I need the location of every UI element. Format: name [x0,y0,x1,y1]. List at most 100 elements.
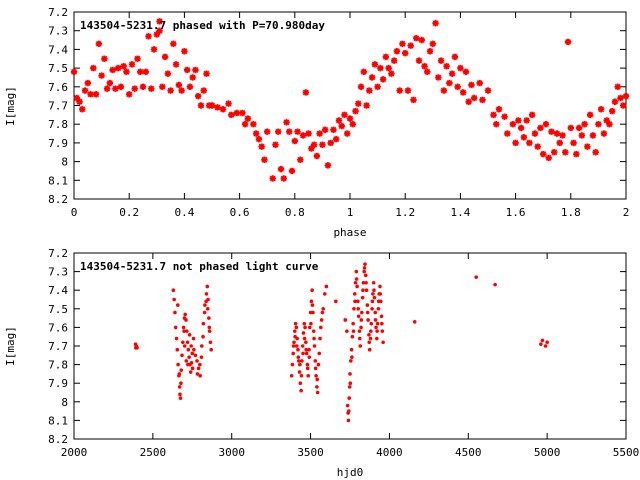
unphased-data-point [359,325,363,330]
unphased-data-point [360,295,365,300]
unphased-data-point [367,340,372,345]
unphased-data-point [378,284,382,289]
unphased-data-point [291,351,296,356]
phased-data-point [421,63,428,70]
phased-data-point [542,121,550,128]
phased-data-point [233,109,241,117]
phased-data-point [584,143,591,150]
unphased-data-point [367,347,372,352]
phased-plot-ylabel: I[mag] [4,86,17,126]
unphased-xtick-label: 5500 [613,446,640,459]
phased-data-point [377,64,384,72]
phased-data-point [87,91,94,98]
phased-data-point [415,57,423,64]
phased-plot-ticks: 0 0.2 0.4 0.6 0.8 1 1.2 1.4 1.6 1.8 2 7.2 7.3 7.4 7.5 7… [48,6,629,219]
phased-data-point [90,64,97,72]
phased-data-point [429,40,436,47]
phased-plot-points [70,18,630,182]
phased-data-point [261,156,268,163]
phased-ytick-label: 7.8 [48,118,68,131]
phased-data-point [302,89,310,96]
unphased-data-point [545,340,549,345]
phased-plot: 0 0.2 0.4 0.6 0.8 1 1.2 1.4 1.6 1.8 2 7.2 7.3 7.4 7.5 7… [4,6,629,239]
unphased-data-point [293,334,297,339]
unphased-data-point [372,288,376,293]
unphased-data-point [307,355,312,359]
unphased-data-point [209,347,214,352]
unphased-ytick-label: 7.8 [48,359,68,372]
unphased-data-point [292,340,296,345]
unphased-data-point [345,329,349,333]
unphased-data-point [539,342,543,346]
unphased-data-point [290,362,295,367]
phased-ytick-label: 7.4 [48,43,68,56]
unphased-data-point [311,310,315,315]
unphased-data-point [316,362,321,367]
phased-data-point [357,83,365,90]
unphased-data-point [355,284,359,289]
phased-data-point [170,40,177,47]
phased-data-point [374,83,381,90]
phased-data-point [567,124,574,132]
unphased-data-point [172,297,176,302]
unphased-data-point [201,334,205,339]
unphased-data-point [205,307,210,311]
unphased-data-point [173,325,178,330]
unphased-xtick-label: 5000 [534,446,561,459]
phased-data-point [484,87,492,94]
phased-data-point [556,139,563,147]
phased-data-point [103,85,111,92]
unphased-data-point [356,314,361,319]
phased-data-point [451,53,459,61]
phased-data-point [462,68,470,76]
phased-data-point [200,87,207,94]
phased-data-point [181,48,188,55]
unphased-data-point [174,336,179,341]
unphased-data-point [192,347,196,352]
phased-data-point [545,154,552,162]
phased-data-point [597,106,605,113]
unphased-data-point [362,266,367,270]
phased-data-point [172,61,180,68]
phased-data-point [454,83,461,90]
phased-data-point [283,119,290,126]
phased-data-point [534,143,541,150]
unphased-ytick-label: 7.6 [48,321,68,334]
phased-xtick-label: 1.6 [506,206,526,219]
unphased-data-point [349,347,354,352]
phased-data-point [620,102,627,109]
phased-data-point [407,42,414,49]
unphased-data-point [304,347,308,352]
phased-data-point [390,57,398,64]
unphased-data-point [360,310,364,315]
phased-data-point [592,149,599,156]
unphased-data-point [315,390,320,395]
phased-data-point [313,152,321,160]
unphased-data-point [348,381,353,386]
phased-data-point [611,98,619,105]
phased-data-point [551,149,558,156]
unphased-data-point [379,314,384,319]
phased-data-point [495,106,503,113]
unphased-data-point [351,321,355,326]
unphased-data-point [300,359,304,363]
phased-data-point [148,85,155,92]
unphased-data-point [201,321,206,326]
unphased-data-point [189,360,194,365]
phased-data-point [203,70,210,77]
unphased-data-point [305,362,310,367]
phased-data-point [286,128,293,135]
unphased-data-point [309,321,313,326]
unphased-data-point [293,329,297,333]
unphased-data-point [187,355,191,359]
unphased-data-point [199,355,204,359]
phased-data-point [426,48,434,55]
phased-data-point [382,53,390,61]
unphased-data-point [301,351,305,356]
unphased-data-point [187,333,192,337]
unphased-data-point [324,284,329,289]
unphased-data-point [191,336,196,341]
phased-data-point [128,61,136,68]
phased-ytick-label: 8.1 [48,174,68,187]
unphased-data-point [175,347,180,352]
